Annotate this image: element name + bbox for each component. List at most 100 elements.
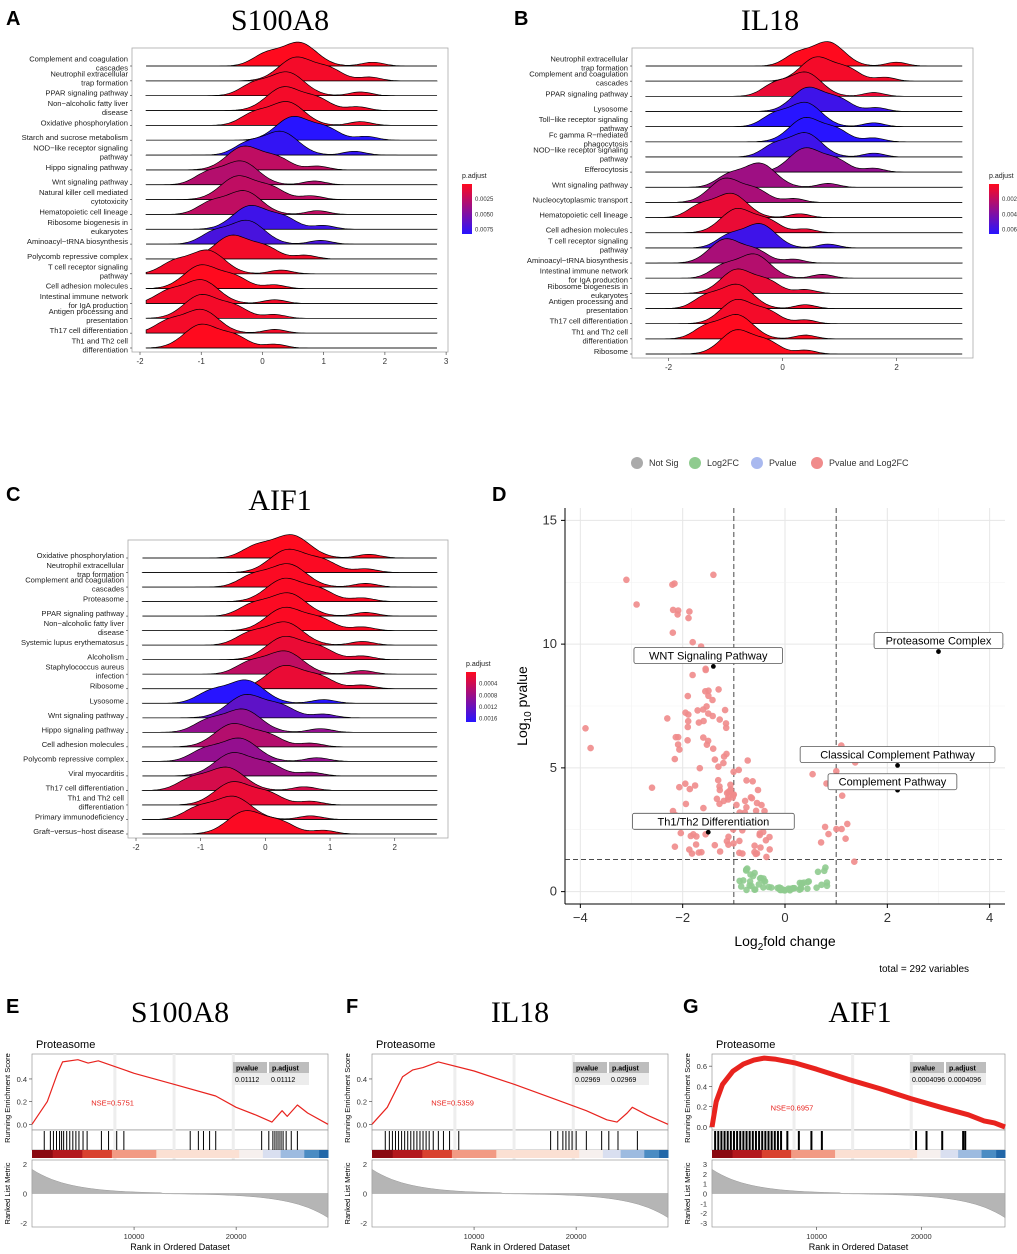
category-label-line: T cell receptor signaling [548, 236, 628, 245]
data-point [838, 792, 846, 799]
y-tick-label-bottom: -1 [700, 1199, 707, 1208]
data-point [758, 801, 765, 809]
category-label-line: infection [96, 672, 124, 681]
category-label-line: Nucleocytoplasmic transport [533, 195, 629, 204]
category-label: Efferocytosis [585, 165, 629, 174]
legend-title: p.adjust [989, 173, 1014, 180]
highlighted-point [936, 649, 941, 654]
data-point [761, 807, 768, 815]
data-point [709, 712, 716, 720]
category-label-line: Oxidative phosphorylation [41, 118, 128, 127]
data-point [813, 884, 820, 891]
category-label-line: T cell receptor signaling [48, 262, 128, 271]
data-point [716, 786, 724, 794]
category-label-line: Th1 and Th2 cell [572, 327, 629, 336]
data-point [664, 715, 671, 722]
category-label: Hematopoietic cell lineage [539, 211, 628, 220]
y-tick-label-bottom: 0 [703, 1190, 707, 1199]
data-point [700, 734, 707, 741]
category-label-line: differentiation [79, 802, 124, 811]
stats-value-row [910, 1073, 986, 1085]
legend-title: p.adjust [466, 661, 491, 668]
panel-title-b: IL18 [740, 4, 800, 37]
data-point [825, 830, 832, 838]
panel-label-c: C [6, 484, 21, 506]
y-axis-label-top: Running Enrichment Score [683, 1053, 692, 1143]
category-label-line: Intestinal immune network [540, 267, 628, 276]
data-point [754, 786, 762, 794]
gsea-plot-e: Proteasome 0.0 0.2 0.4 Running Enrichment Sc… [3, 1039, 329, 1252]
x-axis-label: Log2fold change [734, 933, 836, 953]
legend-dot [689, 457, 701, 469]
panel-title-e: S100A8 [130, 996, 230, 1029]
legend-label: Log2FC [707, 458, 740, 468]
x-tick-label: 2 [884, 910, 891, 925]
category-label: Cell adhesion molecules [46, 282, 129, 291]
y-axis-label-top: Running Enrichment Score [3, 1053, 12, 1143]
category-label: Hippo signaling pathway [46, 163, 129, 172]
category-label-line: Th17 cell differentiation [50, 326, 128, 335]
data-point [735, 766, 743, 774]
x-tick-label: 0 [780, 363, 785, 372]
rank-heat-segment [451, 1150, 497, 1158]
point-label-box [799, 746, 996, 763]
y-axis-label-part: Log [514, 722, 530, 745]
data-point [818, 881, 825, 889]
category-label-line: PPAR signaling pathway [545, 89, 628, 98]
category-label-line: Starch and sucrose metabolism [22, 133, 128, 142]
ridge-density [142, 694, 437, 719]
rank-heat-segment [644, 1150, 660, 1158]
legend-tick-label: 0.0075 [475, 227, 494, 233]
data-point [723, 837, 731, 845]
y-tick-label: 0.0 [357, 1120, 367, 1129]
rank-heat-segment [372, 1150, 394, 1158]
x-tick-label: 0 [260, 357, 265, 366]
stats-header-pvalue: pvalue [913, 1066, 935, 1073]
data-point [674, 611, 681, 618]
stats-padjust-value: 0.0004096 [948, 1077, 981, 1084]
category-label-line: disease [102, 108, 128, 117]
data-point [684, 737, 691, 744]
rank-heat-segment [996, 1150, 1006, 1158]
data-point [720, 753, 728, 760]
data-point [702, 665, 709, 673]
x-tick-label: 4 [986, 910, 993, 925]
category-label-line: Proteasome [83, 595, 124, 604]
data-point [721, 706, 729, 714]
ridge-density [645, 314, 964, 340]
category-label: Aminoacyl−tRNA biosynthesis [527, 256, 628, 265]
category-label-line: NOD−like receptor signaling [533, 145, 628, 154]
ridge-density [141, 795, 438, 820]
x-tick-label: 20000 [911, 1232, 932, 1241]
data-point [633, 601, 640, 608]
data-point [753, 850, 761, 857]
ridge-density [645, 223, 963, 249]
running-enrichment-curve [709, 1055, 1006, 1130]
x-tick-label: -2 [136, 357, 144, 366]
category-label-line: disease [98, 628, 124, 637]
legend-title: p.adjust [462, 173, 487, 180]
y-tick-label: 0.6 [697, 1062, 707, 1071]
category-label-line: Wnt signaling pathway [48, 711, 124, 720]
category-label-line: eukaryotes [591, 291, 628, 300]
total-variables-note: total = 292 variables [879, 964, 969, 975]
category-label: Th1 and Th2 cell differentiation [572, 327, 629, 345]
panel-title-a: S100A8 [230, 4, 330, 37]
stats-pvalue-value: 0.02969 [575, 1077, 600, 1084]
panel-label-f: F [346, 996, 359, 1018]
rank-heat-segment [392, 1150, 423, 1158]
gsea-plot-f: Proteasome 0.0 0.2 0.4 Running Enrichment Sc… [343, 1039, 669, 1252]
data-point [676, 783, 683, 791]
ridgeline-chart-b: Neutrophil extracellular trap formationCo… [527, 41, 1017, 372]
stats-value-row [573, 1073, 649, 1085]
category-label: T cell receptor signaling pathway [48, 262, 128, 280]
data-point [669, 606, 677, 614]
data-point [704, 737, 712, 745]
data-point [715, 763, 722, 770]
y-tick-label-bottom: -2 [700, 1209, 707, 1218]
category-label-line: Wnt signaling pathway [52, 178, 128, 187]
data-point [809, 770, 816, 778]
data-point [821, 823, 829, 831]
gsea-term-title: Proteasome [36, 1039, 95, 1051]
data-point [672, 733, 680, 741]
